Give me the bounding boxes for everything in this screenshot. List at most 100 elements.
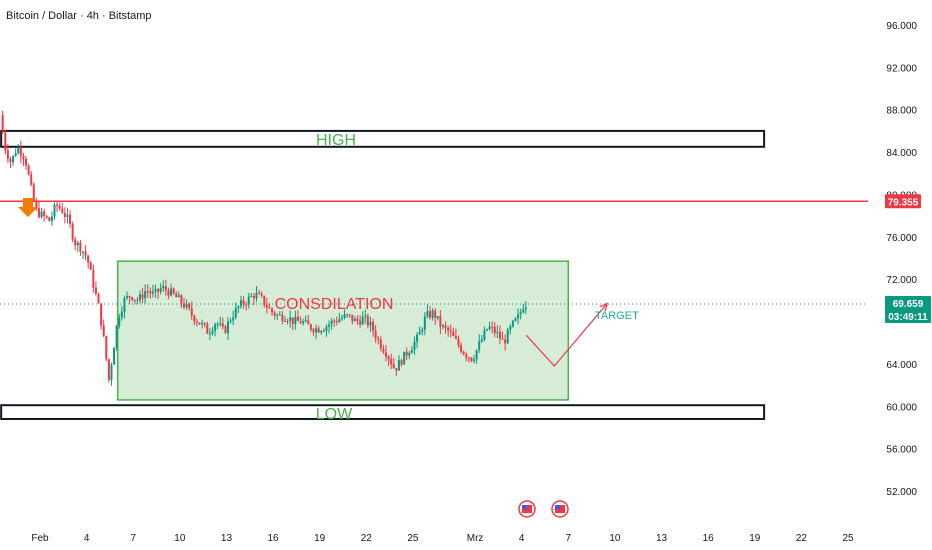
candle-body (340, 317, 343, 320)
candle-body (154, 288, 157, 292)
x-tick-label: 22 (796, 533, 808, 544)
candle-body (66, 214, 69, 217)
candle-body (63, 212, 66, 217)
candle-body (126, 296, 129, 299)
candle-body (390, 358, 393, 365)
x-tick-label: 13 (221, 533, 233, 544)
candle-body (286, 320, 289, 322)
candle-body (480, 339, 483, 342)
x-tick-label: 4 (519, 533, 525, 544)
projection-arrow[interactable] (525, 303, 608, 367)
low-zone-label: LOW (316, 406, 353, 423)
candle-body (384, 352, 387, 357)
x-tick-label: 19 (749, 533, 761, 544)
candle-body (25, 158, 28, 166)
candle-body (260, 293, 263, 296)
candle-body (92, 269, 95, 288)
zone-low[interactable] (0, 404, 766, 420)
candle-body (61, 208, 64, 213)
candle-body (289, 317, 292, 322)
candle-body (250, 295, 253, 297)
candle-body (343, 314, 346, 318)
candle-body (182, 303, 185, 308)
candle-body (14, 153, 17, 156)
candle-body (118, 317, 121, 326)
candle-body (22, 156, 25, 159)
candle-body (149, 291, 152, 294)
candle-body (35, 200, 38, 209)
symbol-title[interactable]: Bitcoin / Dollar · 4h · Bitstamp (6, 10, 152, 22)
candle-body (12, 155, 15, 163)
candle-body (498, 331, 501, 339)
x-tick-label: 19 (314, 533, 326, 544)
x-tick-label: 7 (130, 533, 136, 544)
candle-body (115, 325, 118, 348)
candle-body (338, 319, 341, 323)
candle-body (467, 357, 470, 359)
candle-body (172, 288, 175, 294)
candle-body (237, 306, 240, 308)
candle-body (317, 328, 320, 333)
candle-body (416, 334, 419, 342)
candle-body (524, 307, 527, 310)
candle-body (159, 288, 162, 292)
candle-body (501, 338, 504, 340)
candle-body (37, 208, 40, 217)
candle-body (43, 211, 46, 217)
candle-body (227, 321, 230, 333)
zone-high[interactable] (0, 129, 766, 148)
candle-body (110, 364, 113, 380)
candle-body (162, 286, 165, 289)
candle-body (320, 331, 323, 333)
sell-arrow-icon[interactable] (18, 198, 38, 217)
candle-body (304, 320, 307, 322)
candle-body (268, 307, 271, 309)
candle-body (105, 336, 108, 360)
candle-body (50, 216, 53, 222)
candle-body (164, 286, 167, 291)
candle-body (229, 320, 232, 322)
candle-body (377, 338, 380, 340)
candle-body (144, 291, 147, 299)
candle-body (17, 147, 20, 154)
candle-body (397, 360, 400, 371)
candle-body (400, 360, 403, 365)
candle-body (325, 326, 328, 331)
candle-body (514, 318, 517, 321)
candle-body (157, 288, 160, 292)
candle-body (447, 327, 450, 331)
candle-body (421, 329, 424, 332)
candle-body (361, 316, 364, 325)
candle-body (76, 242, 79, 246)
candle-body (403, 351, 406, 365)
candle-body (460, 345, 463, 352)
candle-body (30, 174, 33, 185)
candle-body (356, 318, 359, 321)
candle-body (418, 331, 421, 335)
candle-body (410, 349, 413, 354)
candle-body (299, 320, 302, 324)
candle-body (395, 368, 398, 371)
candle-body (185, 303, 188, 308)
candle-body (206, 324, 209, 334)
candle-body (312, 329, 315, 333)
consolidation-label: CONSDILATION (275, 296, 394, 313)
candle-body (193, 315, 196, 322)
candle-body (478, 341, 481, 351)
candle-countdown-text: 03:49:11 (888, 312, 928, 323)
y-tick-label: 84.000 (886, 148, 917, 159)
candle-body (113, 347, 116, 365)
candle-body (1, 115, 4, 133)
candle-body (97, 293, 100, 304)
candle-body (291, 317, 294, 325)
candle-body (94, 287, 97, 294)
candle-body (252, 295, 255, 299)
consolidation-range-box[interactable] (116, 260, 570, 401)
candle-body (175, 293, 178, 298)
candle-body (190, 308, 193, 316)
candle-body (346, 314, 349, 316)
candle-body (493, 326, 496, 333)
y-tick-label: 60.000 (886, 402, 917, 413)
x-tick-label: 22 (361, 533, 373, 544)
